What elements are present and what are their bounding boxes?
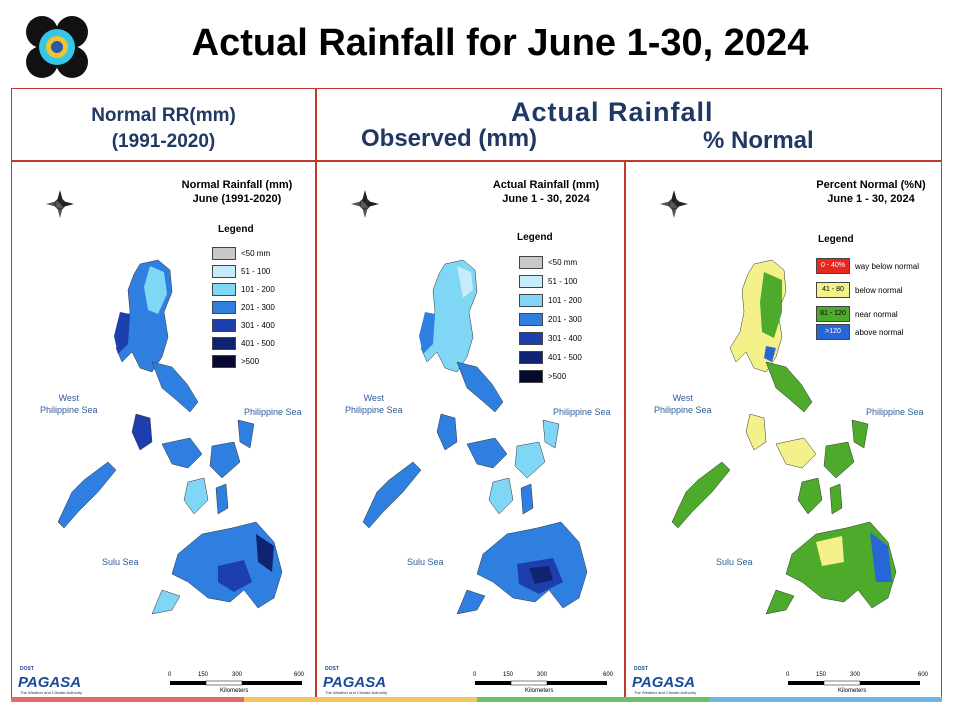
scale-bar <box>475 680 607 686</box>
legend-item: 101 - 200 <box>212 283 275 296</box>
scale-tick: 150 <box>198 672 209 678</box>
stripe-segment <box>709 697 942 702</box>
legend-item: >500 <box>212 355 259 368</box>
legend-item: 81 - 120 near normal <box>816 306 898 322</box>
legend-item: 101 - 200 <box>519 294 582 307</box>
map-title-line1: Actual Rainfall (mm) <box>492 179 600 191</box>
normal-header: Normal RR(mm) (1991-2020) <box>11 88 316 161</box>
actual-rainfall-map-panel: Actual Rainfall (mm) June 1 - 30, 2024 L… <box>316 161 625 702</box>
legend-item: <50 mm <box>519 256 577 269</box>
legend-title: Legend <box>218 224 254 235</box>
sea-label-south: Sulu Sea <box>102 557 139 567</box>
scale-tick: 600 <box>918 672 929 678</box>
stripe-segment <box>11 697 244 702</box>
scale-tick: 300 <box>850 672 861 678</box>
footer-stripe <box>11 697 942 702</box>
normal-title-line2: (1991-2020) <box>111 131 216 152</box>
scale-tick: 150 <box>816 672 827 678</box>
sea-label-east: Philippine Sea <box>244 407 302 417</box>
scale-tick: 150 <box>503 672 514 678</box>
sea-label-south: Sulu Sea <box>407 557 444 567</box>
legend-item: <50 mm <box>212 247 270 260</box>
compass-icon <box>46 190 74 218</box>
actual-title: Actual Rainfall <box>511 97 714 127</box>
legend-item: 401 - 500 <box>212 337 275 350</box>
legend-item: >500 <box>519 370 566 383</box>
scale-tick: 0 <box>473 672 477 678</box>
map-title-line1: Normal Rainfall (mm) <box>181 179 293 191</box>
legend-item: 201 - 300 <box>212 301 275 314</box>
sea-label-east: Philippine Sea <box>866 407 924 417</box>
legend-item: 301 - 400 <box>519 332 582 345</box>
legend-item: >120 above normal <box>816 324 903 340</box>
map-title-line1: Percent Normal (%N) <box>816 179 926 191</box>
legend-item: 0 - 40% way below normal <box>816 258 919 274</box>
legend-title: Legend <box>818 234 854 245</box>
normal-rainfall-map-panel: Normal Rainfall (mm) June (1991-2020) Le… <box>11 161 316 702</box>
stripe-segment <box>243 697 477 702</box>
compass-icon <box>351 190 379 218</box>
scale-bar <box>170 680 302 686</box>
legend-item: 51 - 100 <box>519 275 577 288</box>
percent-normal-title: % Normal <box>703 127 814 154</box>
legend-item: 401 - 500 <box>519 351 582 364</box>
actual-header: Actual Rainfall Observed (mm) % Normal <box>316 88 942 161</box>
sea-label-west: West Philippine Sea <box>40 393 98 415</box>
legend-title: Legend <box>517 232 553 243</box>
sea-label-west: West Philippine Sea <box>345 393 403 415</box>
scale-unit: Kilometers <box>525 688 554 694</box>
scale-tick: 600 <box>294 672 305 678</box>
page-title: Actual Rainfall for June 1-30, 2024 <box>191 22 809 64</box>
legend-item: 41 - 80 below normal <box>816 282 903 298</box>
percent-normal-map <box>660 190 920 686</box>
scale-tick: 0 <box>786 672 790 678</box>
stripe-segment <box>476 697 710 702</box>
map-title-line2: June (1991-2020) <box>192 193 282 205</box>
map-title-line2: June 1 - 30, 2024 <box>502 193 590 205</box>
scale-unit: Kilometers <box>220 688 249 694</box>
pagasa-logo: DOST PAGASA The Weather and Climate Auth… <box>18 666 83 695</box>
scale-tick: 300 <box>537 672 548 678</box>
legend-item: 301 - 400 <box>212 319 275 332</box>
sea-label-east: Philippine Sea <box>553 407 611 417</box>
actual-rainfall-map <box>351 190 607 686</box>
scale-tick: 600 <box>603 672 614 678</box>
sea-label-south: Sulu Sea <box>716 557 753 567</box>
observed-title: Observed (mm) <box>361 125 538 152</box>
percent-normal-map-panel: Percent Normal (%N) June 1 - 30, 2024 Le… <box>625 161 942 702</box>
pagasa-logo: DOST PAGASA The Weather and Climate Auth… <box>632 666 697 695</box>
legend-item: 51 - 100 <box>212 265 270 278</box>
scale-tick: 300 <box>232 672 243 678</box>
normal-rainfall-map <box>46 190 302 686</box>
scale-unit: Kilometers <box>838 688 867 694</box>
legend-item: 201 - 300 <box>519 313 582 326</box>
map-title-line2: June 1 - 30, 2024 <box>827 193 915 205</box>
scale-bar <box>788 680 920 686</box>
compass-icon <box>660 190 688 218</box>
scale-tick: 0 <box>168 672 172 678</box>
pagasa-logo: DOST PAGASA The Weather and Climate Auth… <box>323 666 388 695</box>
sea-label-west: West Philippine Sea <box>654 393 712 415</box>
normal-title-line1: Normal RR(mm) <box>91 105 236 126</box>
dost-logo <box>24 14 90 80</box>
